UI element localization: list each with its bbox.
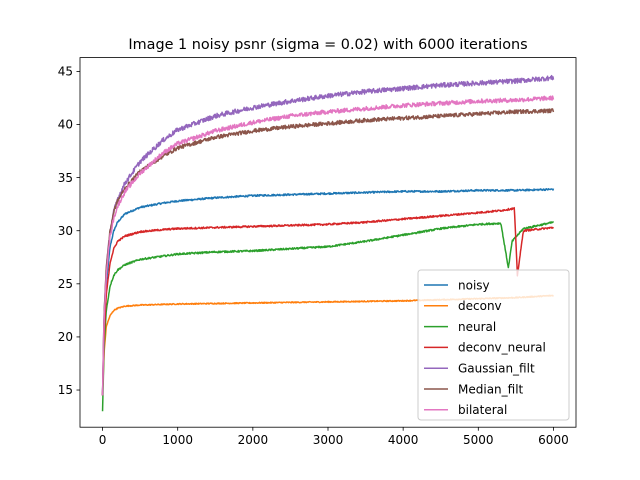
x-tick-label: 4000 bbox=[388, 433, 419, 447]
legend-label: deconv_neural bbox=[458, 341, 546, 355]
series-line-bilateral bbox=[101, 95, 555, 396]
series-line-median-filt bbox=[101, 108, 555, 396]
legend: noisy deconv neural deconv_neural Gaussian_f… bbox=[417, 269, 570, 421]
series-line-neural bbox=[101, 221, 555, 412]
y-tick-label: 20 bbox=[58, 330, 73, 344]
legend-label: Gaussian_filt bbox=[458, 362, 535, 376]
legend-label: Median_filt bbox=[458, 382, 524, 396]
series-line-deconv-neural bbox=[101, 206, 555, 396]
x-axis: 0 1000 2000 3000 4000 5000 6000 bbox=[99, 427, 569, 447]
series-line-gaussian-filt bbox=[101, 74, 555, 396]
legend-label: noisy bbox=[458, 278, 490, 292]
y-tick-label: 35 bbox=[58, 171, 73, 185]
y-tick-label: 30 bbox=[58, 224, 73, 238]
x-tick-label: 0 bbox=[99, 433, 107, 447]
y-tick-label: 15 bbox=[58, 383, 73, 397]
legend-label: deconv bbox=[458, 299, 502, 313]
x-tick-label: 2000 bbox=[238, 433, 269, 447]
x-tick-label: 1000 bbox=[162, 433, 193, 447]
y-tick-label: 25 bbox=[58, 277, 73, 291]
chart-title: Image 1 noisy psnr (sigma = 0.02) with 6… bbox=[128, 37, 527, 53]
series-layer bbox=[101, 74, 555, 412]
legend-label: neural bbox=[458, 320, 496, 334]
y-tick-label: 40 bbox=[58, 118, 73, 132]
legend-box bbox=[417, 269, 570, 421]
y-tick-label: 45 bbox=[58, 65, 73, 79]
legend-label: bilateral bbox=[458, 403, 507, 417]
x-tick-label: 6000 bbox=[538, 433, 569, 447]
y-axis: 15 20 25 30 35 40 45 bbox=[58, 65, 80, 397]
x-tick-label: 5000 bbox=[463, 433, 494, 447]
x-tick-label: 3000 bbox=[313, 433, 344, 447]
series-line-noisy bbox=[101, 188, 555, 396]
